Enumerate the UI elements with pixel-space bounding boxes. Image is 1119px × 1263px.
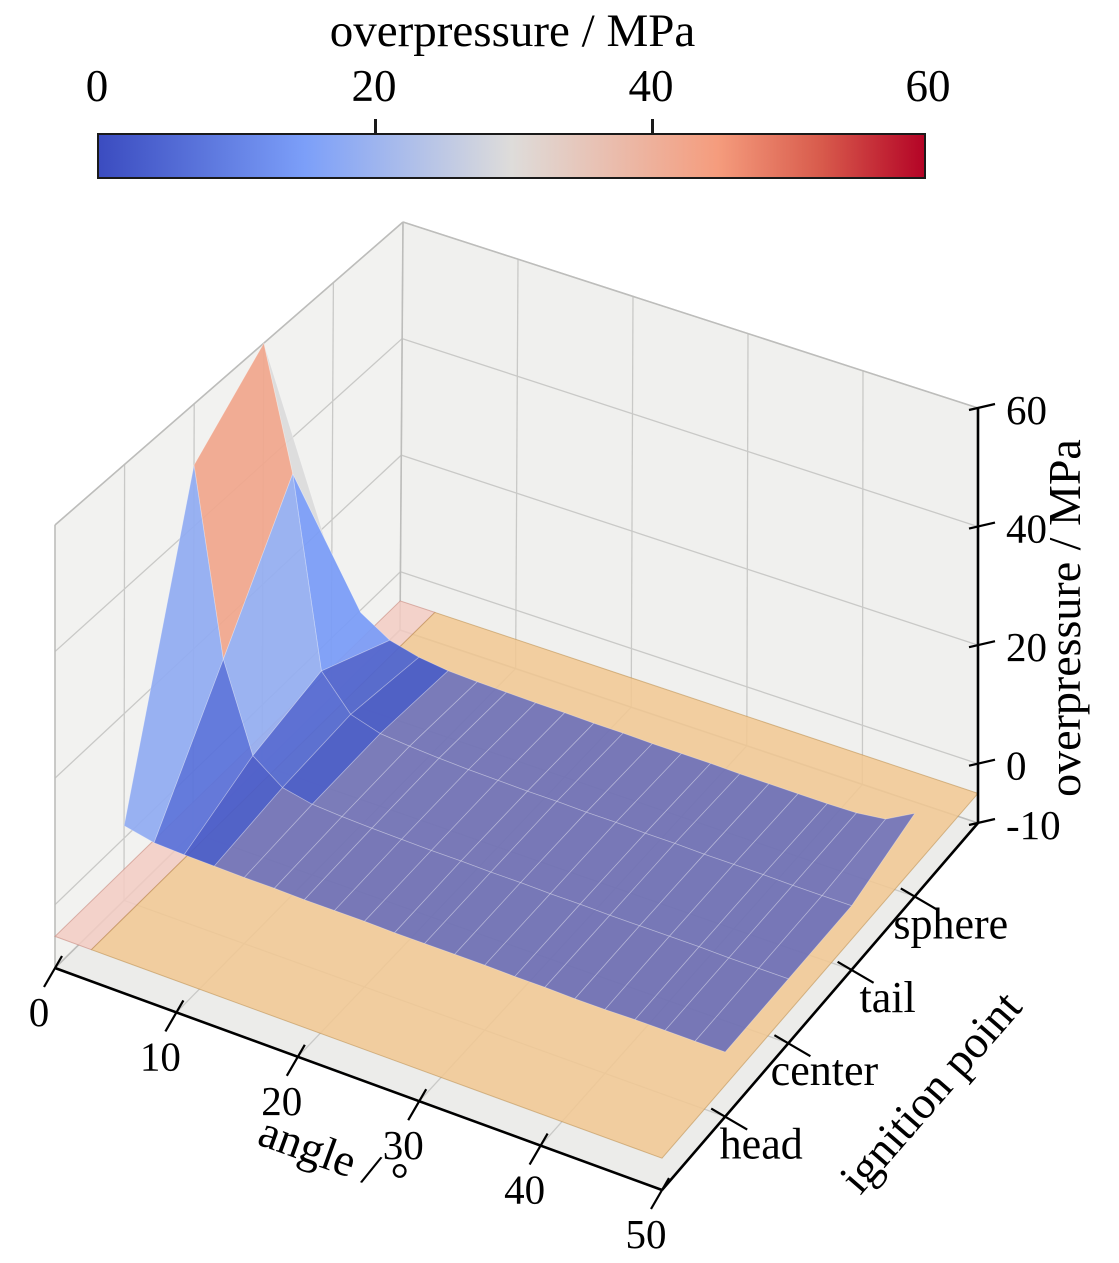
- z-tick-label: 60: [1006, 387, 1047, 433]
- y-tick-label: tail: [859, 973, 915, 1022]
- colorbar-tick-label: 20: [351, 61, 397, 111]
- z-tick-label: 40: [1006, 506, 1047, 552]
- y-tick-label: center: [771, 1046, 879, 1095]
- tick-marks: [43, 402, 996, 1210]
- x-tick-label: 50: [626, 1211, 667, 1257]
- colorbar-title: overpressure / MPa: [329, 5, 696, 57]
- x-tick-label: 20: [261, 1078, 302, 1124]
- tick-labels: 0 10 20 30 40 50 head center tail sphere 60 40 20 0 -1…: [29, 387, 1061, 1257]
- z-tick-label: 20: [1006, 624, 1047, 670]
- x-tick-label: 10: [140, 1033, 181, 1079]
- surface-mesh: [123, 342, 916, 1053]
- z-axis-title: overpressure / MPa: [1039, 439, 1090, 797]
- colorbar-tick-label: 60: [905, 61, 951, 111]
- colorbar-tick-label: 0: [85, 61, 109, 111]
- colorbar-tick-mark: [651, 119, 654, 134]
- x-tick-label: 0: [29, 989, 50, 1035]
- x-axis-title: angle / °: [252, 1105, 414, 1206]
- axis-lines: [54, 408, 980, 1192]
- y-tick-label: sphere: [893, 899, 1008, 948]
- colorbar-tick-label: 40: [628, 61, 674, 111]
- surface-facet: [694, 968, 789, 1053]
- z-tick-label: -10: [1006, 802, 1061, 848]
- z-tick-label: 0: [1006, 743, 1027, 789]
- surface-facet: [821, 813, 916, 907]
- x-tick-label: 30: [383, 1122, 424, 1168]
- y-tick-label: head: [720, 1120, 803, 1169]
- colorbar-tick-mark: [374, 119, 377, 134]
- colorbar-gradient-bar: [97, 133, 926, 179]
- x-tick-label: 40: [504, 1167, 545, 1213]
